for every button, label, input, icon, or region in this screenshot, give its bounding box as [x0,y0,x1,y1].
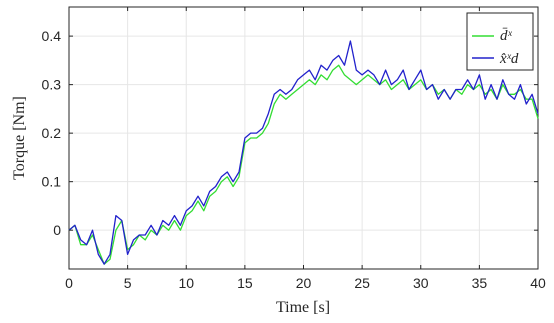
series-layer [68,40,539,265]
y-axis-label: Torque [Nm] [11,96,28,180]
x-tick-label: 5 [124,275,132,291]
series-line-1 [68,40,539,265]
x-axis-label: Time [s] [276,299,330,316]
y-axis-ticks: 0 0.1 0.2 0.3 0.4 [42,28,538,238]
legend-box [466,12,534,71]
x-tick-label: 10 [178,275,194,291]
y-tick-label: 0.3 [42,77,62,93]
x-axis-ticks: 0 5 10 15 20 25 30 35 40 [65,7,546,291]
y-tick-label: 0 [53,222,61,238]
x-tick-label: 35 [472,275,488,291]
x-tick-label: 40 [530,275,546,291]
y-tick-label: 0.2 [42,125,62,141]
x-tick-label: 0 [65,275,73,291]
legend-label-d-bar: d̄ˣ [500,28,513,44]
x-tick-label: 15 [237,275,253,291]
x-tick-label: 20 [296,275,312,291]
y-tick-label: 0.4 [42,28,62,44]
series-line-0 [68,64,539,265]
x-tick-label: 30 [413,275,429,291]
x-tick-label: 25 [354,275,370,291]
y-tick-label: 0.1 [42,174,62,190]
legend-label-x-hat: x̂ˣd [499,51,519,67]
legend: d̄ˣ x̂ˣd [466,12,534,71]
